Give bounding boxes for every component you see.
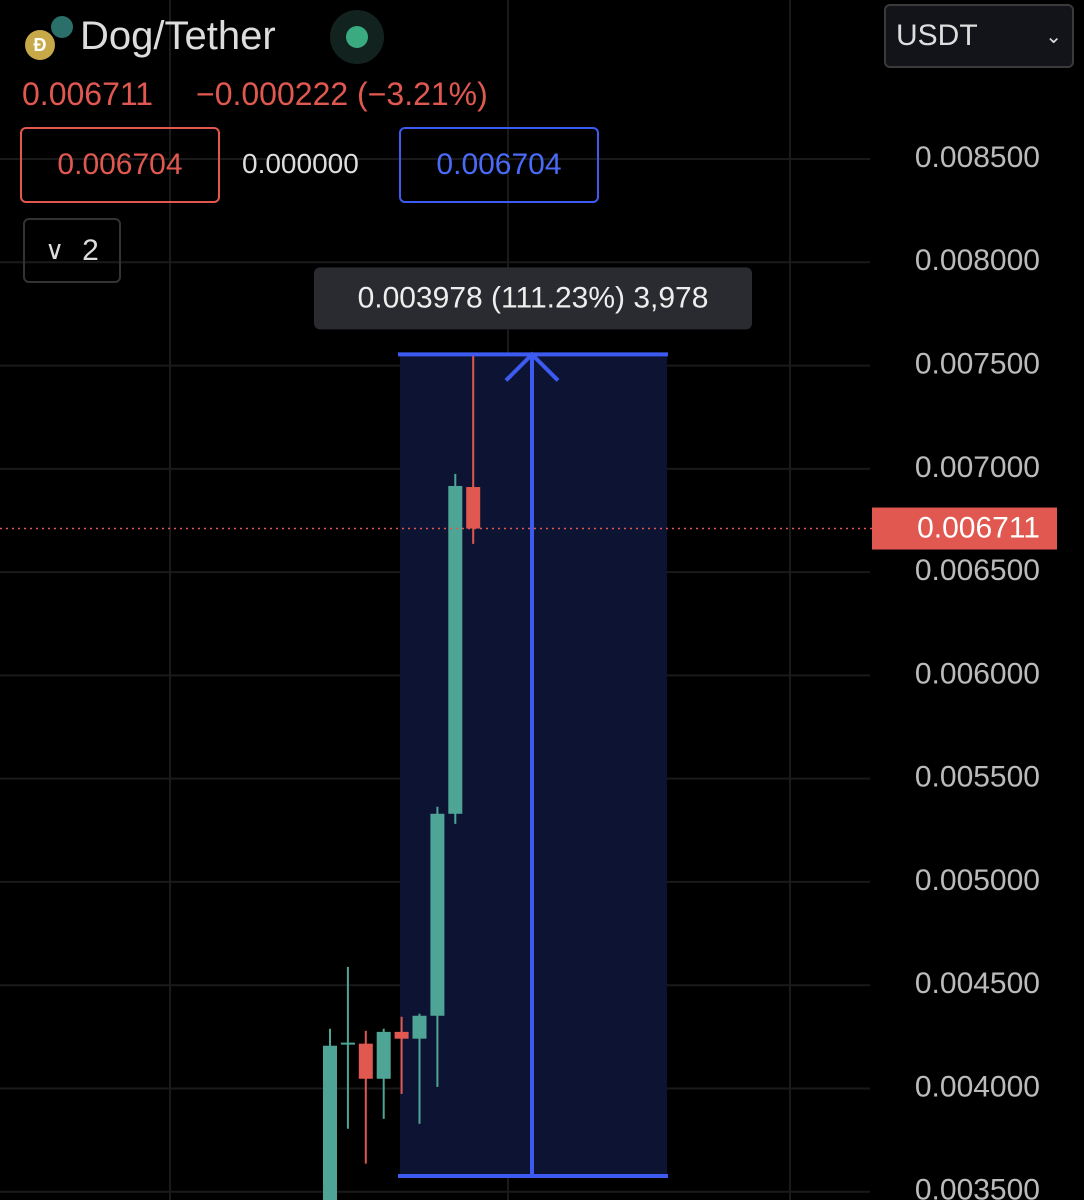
change: −0.000222 (−3.21%) xyxy=(196,76,488,112)
last-price: 0.006711 xyxy=(22,76,154,112)
chevron: ⌄ xyxy=(1045,25,1062,48)
sell-button[interactable]: 0.006704 xyxy=(20,127,220,203)
indicator-count: 2 xyxy=(82,233,99,267)
candle-body xyxy=(412,1015,427,1039)
measure-arrowhead xyxy=(504,351,560,382)
svg-text:Ð: Ð xyxy=(34,35,47,55)
candle-body xyxy=(323,1045,337,1200)
candle-body xyxy=(376,1031,391,1079)
last-price-tag xyxy=(872,507,1057,550)
y-tick-label: 0.006500 xyxy=(915,554,1040,587)
y-tick-label: 0.007000 xyxy=(915,451,1040,484)
candle-body xyxy=(394,1031,409,1039)
candle-body xyxy=(358,1043,373,1079)
measure-label: 0.003978 (111.23%) 3,978 xyxy=(358,281,709,314)
currency: USDT xyxy=(896,19,978,52)
y-tick-label: 0.004500 xyxy=(915,967,1040,1000)
y-tick-label: 0.007500 xyxy=(915,347,1040,380)
candle-body xyxy=(448,485,463,814)
y-tick-label: 0.006000 xyxy=(915,657,1040,690)
status-dot xyxy=(330,10,384,64)
coin-icon: Ð xyxy=(25,16,73,60)
currency-select[interactable]: USDT ⌄ xyxy=(884,4,1074,68)
y-tick-label: 0.004000 xyxy=(915,1070,1040,1103)
candle-body xyxy=(466,487,481,529)
spread: 0.000000 xyxy=(242,148,359,179)
candle-body xyxy=(430,813,445,1016)
y-tick-label: 0.005000 xyxy=(915,864,1040,897)
y-tick-label: 0.005500 xyxy=(915,761,1040,794)
y-tick-label: 0.008000 xyxy=(915,244,1040,277)
title: Dog/Tether xyxy=(80,14,276,58)
buy-button[interactable]: 0.006704 xyxy=(399,127,599,203)
measure-label-bg xyxy=(314,267,752,330)
y-tick-label: 0.008500 xyxy=(915,141,1040,174)
y-tick-label: 0.003500 xyxy=(915,1174,1040,1200)
candle-body xyxy=(340,1042,355,1045)
indicators-toggle[interactable]: ∨ 2 xyxy=(23,218,121,283)
last-price-label: 0.006711 xyxy=(917,511,1040,544)
